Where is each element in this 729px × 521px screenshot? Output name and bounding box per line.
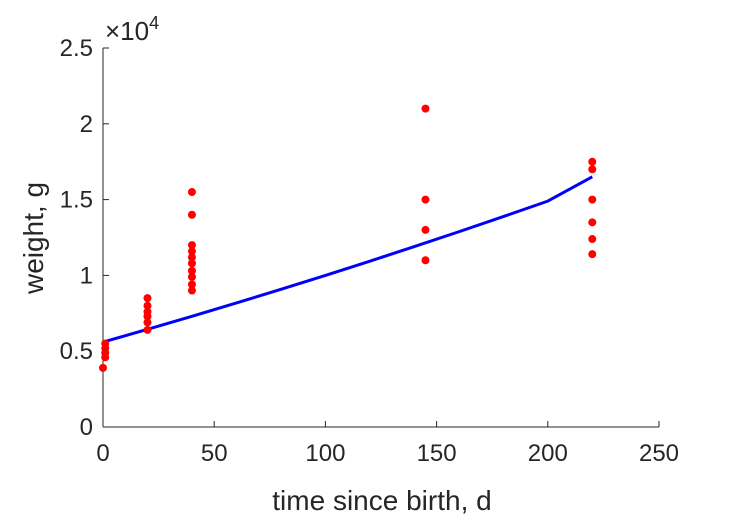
data-point [588, 157, 597, 166]
y-tick-label: 2.5 [60, 35, 93, 62]
fit-line [102, 175, 593, 344]
axes [102, 48, 659, 428]
data-point [101, 339, 110, 348]
scatter-series [99, 104, 597, 372]
y-axis-exponent-base: ×10 [105, 16, 149, 46]
data-point [143, 307, 152, 316]
data-point [143, 318, 152, 327]
data-point [588, 195, 597, 204]
x-tick-label: 250 [639, 440, 679, 467]
x-tick-label: 200 [528, 440, 568, 467]
x-axis-label: time since birth, d [272, 485, 491, 516]
y-axis-exponent-power: 4 [149, 13, 159, 33]
x-tick-label: 150 [417, 440, 457, 467]
data-point [143, 325, 152, 334]
data-point [187, 210, 196, 219]
data-point [421, 225, 430, 234]
y-tick-label: 0 [80, 414, 93, 441]
data-point [143, 301, 152, 310]
x-tick-label: 100 [305, 440, 345, 467]
data-point [187, 241, 196, 250]
data-point [588, 235, 597, 244]
x-tick-label: 50 [201, 440, 228, 467]
data-point [588, 250, 597, 259]
data-point [143, 294, 152, 303]
data-point [187, 266, 196, 275]
x-ticks: 0 50 100 150 200 250 [96, 421, 679, 467]
y-ticks: 0 0.5 1 1.5 2 2.5 [60, 35, 109, 441]
y-tick-label: 1 [80, 262, 93, 289]
y-tick-label: 0.5 [60, 338, 93, 365]
data-point [421, 195, 430, 204]
y-tick-label: 2 [80, 111, 93, 138]
data-point [187, 253, 196, 262]
data-point [421, 104, 430, 113]
data-point [588, 218, 597, 227]
x-tick-label: 0 [96, 440, 109, 467]
data-point [187, 272, 196, 281]
y-axis-label: weight, g [18, 182, 49, 295]
data-point [187, 188, 196, 197]
data-point [99, 363, 107, 372]
data-point [187, 286, 196, 295]
y-tick-label: 1.5 [60, 187, 93, 214]
y-axis-exponent: ×104 [105, 13, 159, 46]
data-point [187, 280, 196, 289]
data-point [588, 165, 597, 174]
data-point [187, 247, 196, 256]
data-point [187, 259, 196, 268]
data-point [421, 256, 430, 265]
fit-line-series [102, 175, 593, 344]
